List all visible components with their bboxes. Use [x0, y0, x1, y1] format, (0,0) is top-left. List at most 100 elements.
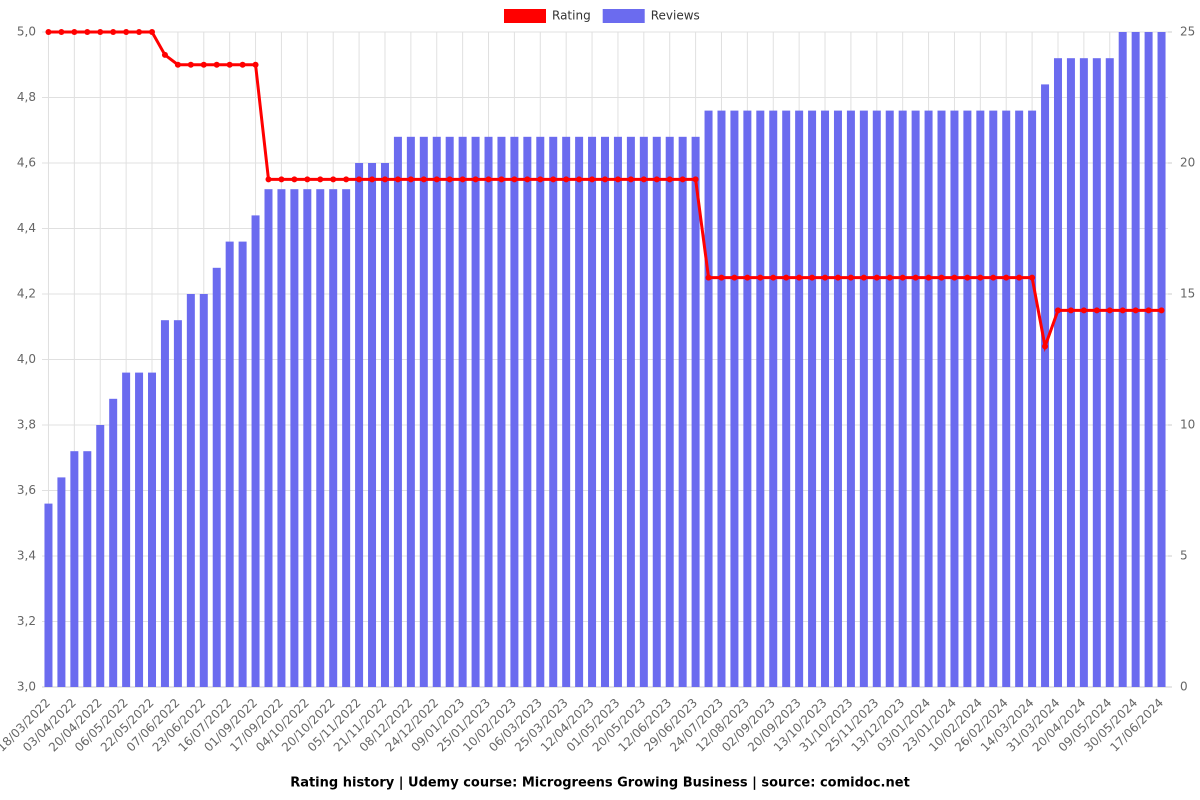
point	[925, 274, 932, 281]
point	[472, 176, 479, 183]
bar	[445, 136, 454, 688]
y-tick-label: 5,0	[17, 25, 36, 39]
y2-tick-label: 0	[1180, 680, 1188, 694]
bar	[704, 110, 713, 688]
point	[640, 176, 647, 183]
bar	[976, 110, 985, 688]
point	[161, 51, 168, 58]
point	[304, 176, 311, 183]
bar	[393, 136, 402, 688]
bar	[652, 136, 661, 688]
bar	[303, 189, 312, 687]
bar	[898, 110, 907, 688]
bar	[1105, 58, 1114, 687]
bar	[290, 189, 299, 687]
point	[899, 274, 906, 281]
bar	[173, 320, 182, 687]
bar	[355, 163, 364, 687]
bar	[380, 163, 389, 687]
bar	[601, 136, 609, 688]
point	[1067, 307, 1074, 314]
point	[420, 176, 427, 183]
point	[58, 29, 65, 35]
bar	[872, 110, 881, 688]
y-tick-label: 4,6	[17, 156, 36, 170]
point	[45, 29, 52, 35]
point	[783, 274, 790, 281]
point	[834, 274, 841, 281]
bar	[846, 110, 855, 688]
point	[1003, 274, 1010, 281]
point	[614, 176, 621, 183]
point	[731, 274, 738, 281]
point	[407, 176, 414, 183]
point	[1119, 307, 1126, 314]
bar	[717, 110, 726, 688]
point	[977, 274, 984, 281]
bar	[756, 110, 765, 688]
bar	[406, 136, 415, 688]
bar	[833, 110, 842, 688]
bar	[96, 425, 105, 687]
point	[1145, 307, 1152, 314]
bar	[1041, 84, 1050, 687]
bar	[950, 110, 959, 688]
point	[550, 176, 557, 183]
point	[1016, 274, 1023, 281]
y-tick-label: 3,8	[17, 418, 36, 432]
legend-label: Rating	[552, 9, 591, 23]
legend-label: Reviews	[651, 9, 700, 23]
bar	[368, 163, 377, 687]
point	[692, 176, 699, 183]
point	[563, 176, 570, 183]
bar	[989, 110, 998, 688]
point	[252, 61, 259, 68]
point	[1029, 274, 1036, 281]
bar	[1092, 58, 1101, 687]
bar	[626, 136, 635, 688]
bar	[212, 267, 221, 687]
y-tick-label: 3,4	[17, 549, 36, 563]
point	[1080, 307, 1087, 314]
point	[187, 61, 194, 68]
point	[757, 274, 764, 281]
point	[317, 176, 324, 183]
y-tick-label: 4,0	[17, 352, 36, 366]
bar	[523, 136, 532, 688]
bar	[316, 189, 325, 687]
point	[330, 176, 337, 183]
bar	[484, 136, 493, 688]
point	[1093, 307, 1100, 314]
point	[860, 274, 867, 281]
point	[589, 176, 596, 183]
bar	[497, 136, 506, 688]
legend-swatch	[504, 9, 546, 23]
bar	[1144, 32, 1153, 687]
point	[990, 274, 997, 281]
point	[809, 274, 816, 281]
point	[200, 61, 207, 68]
bar	[665, 136, 674, 688]
bar	[769, 110, 778, 688]
point	[291, 176, 298, 183]
point	[1158, 307, 1165, 314]
bar	[963, 110, 972, 688]
point	[576, 176, 583, 183]
point	[433, 176, 440, 183]
bar	[1066, 58, 1075, 687]
point	[136, 29, 143, 35]
bar	[471, 136, 480, 688]
bar	[1028, 110, 1037, 688]
point	[278, 176, 285, 183]
y2-tick-label: 15	[1180, 287, 1195, 301]
bar	[1131, 32, 1140, 687]
bar	[1015, 110, 1024, 688]
bar	[135, 372, 144, 687]
bar	[122, 372, 131, 687]
bar	[57, 477, 66, 687]
bar	[549, 136, 558, 688]
bar	[575, 136, 584, 688]
point	[356, 176, 363, 183]
bar	[160, 320, 169, 687]
